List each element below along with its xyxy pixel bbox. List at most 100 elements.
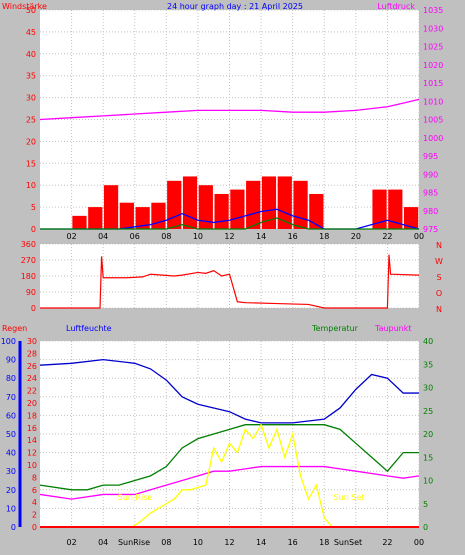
x-tick-04: 04 <box>98 232 108 241</box>
x-tick-14: 14 <box>256 232 266 241</box>
x-tick-00: 00 <box>414 232 424 241</box>
temp-tick-7: 35 <box>423 360 433 369</box>
right-tick-10: 1025 <box>423 43 443 52</box>
rain-tick-4: 8 <box>32 473 37 482</box>
rain-tick-1: 2 <box>32 511 37 520</box>
humidity-tick-3: 30 <box>6 467 16 476</box>
series-line-3 <box>40 423 419 528</box>
gust-bar-7 <box>167 180 182 229</box>
x-tick-22: 22 <box>382 538 392 547</box>
series-line-3 <box>40 217 419 230</box>
humidity-tick-10: 100 <box>1 337 16 346</box>
gust-bar-20 <box>372 189 387 229</box>
left-tick-10: 50 <box>26 6 36 15</box>
compass-1: W <box>435 257 443 266</box>
gust-bar-12 <box>246 180 261 229</box>
rain-tick-13: 26 <box>27 362 37 371</box>
x-tick-12: 12 <box>224 232 234 241</box>
series-line-2 <box>39 465 420 500</box>
gust-bar-15 <box>293 180 308 229</box>
left-tick-2: 10 <box>26 181 36 190</box>
right-tick-2: 985 <box>423 189 438 198</box>
dir-tick-2: 180 <box>21 272 36 281</box>
air-pressure-label: Luftdruck <box>377 2 415 11</box>
temp-tick-5: 25 <box>423 407 433 416</box>
x-tick-08: 08 <box>161 538 171 547</box>
series-line-1 <box>39 424 419 491</box>
left-tick-8: 40 <box>26 50 36 59</box>
dir-tick-1: 90 <box>26 288 36 297</box>
right-tick-9: 1020 <box>423 61 443 70</box>
x-tick-16: 16 <box>288 232 298 241</box>
left-tick-7: 35 <box>26 72 36 81</box>
rain-tick-5: 10 <box>27 461 37 470</box>
right-tick-11: 1030 <box>423 24 443 33</box>
left-tick-0: 0 <box>31 225 36 234</box>
wind-strength-label: Windstärke <box>2 2 47 11</box>
dir-tick-4: 360 <box>21 240 36 249</box>
humidity-label: Luftfeuchte <box>66 324 112 333</box>
right-tick-6: 1005 <box>423 116 443 125</box>
humidity-tick-4: 40 <box>6 449 16 458</box>
right-tick-7: 1010 <box>423 97 443 106</box>
x-tick-02: 02 <box>66 232 76 241</box>
x-tick-18: 18 <box>319 538 329 547</box>
humidity-tick-7: 70 <box>6 393 16 402</box>
left-tick-6: 30 <box>26 94 36 103</box>
x-tick-10: 10 <box>193 538 203 547</box>
right-tick-1: 980 <box>423 207 438 216</box>
sunrise-axis-label: SunRise <box>118 538 150 547</box>
gust-bar-9 <box>198 185 213 229</box>
gust-bar-5 <box>135 207 150 229</box>
x-tick-02: 02 <box>66 538 76 547</box>
rain-tick-10: 20 <box>27 399 37 408</box>
rain-tick-9: 18 <box>27 411 37 420</box>
rain-label: Regen <box>2 324 27 333</box>
gust-bar-6 <box>151 202 166 229</box>
temp-tick-1: 5 <box>423 500 428 509</box>
left-tick-5: 25 <box>26 116 36 125</box>
sunset-axis-label: SunSet <box>334 538 362 547</box>
temp-tick-8: 40 <box>423 337 433 346</box>
humidity-tick-5: 50 <box>6 430 16 439</box>
compass-3: O <box>436 289 442 298</box>
direction-line-0 <box>40 254 420 309</box>
rain-tick-7: 14 <box>27 436 37 445</box>
gust-bar-11 <box>230 189 245 229</box>
right-tick-0: 975 <box>423 225 438 234</box>
rain-tick-11: 22 <box>27 387 37 396</box>
humidity-tick-6: 60 <box>6 411 16 420</box>
left-tick-9: 45 <box>26 28 36 37</box>
rain-tick-6: 12 <box>27 449 37 458</box>
gust-bar-2 <box>88 207 103 229</box>
temperature-label: Temperatur <box>311 324 359 333</box>
x-tick-10: 10 <box>193 232 203 241</box>
gust-bar-13 <box>261 176 277 229</box>
temp-tick-4: 20 <box>423 430 433 439</box>
compass-2: S <box>436 273 441 282</box>
humidity-tick-8: 80 <box>6 374 16 383</box>
right-tick-4: 995 <box>423 152 438 161</box>
x-tick-04: 04 <box>98 538 108 547</box>
x-tick-12: 12 <box>224 538 234 547</box>
sunrise-annotation: Sun Rise <box>118 493 153 502</box>
x-tick-00: 00 <box>414 538 424 547</box>
gust-bar-4 <box>119 202 134 229</box>
sunset-annotation: Sun Set <box>334 493 365 502</box>
left-tick-1: 5 <box>31 203 36 212</box>
compass-0: N <box>436 241 442 250</box>
series-line-2 <box>40 208 420 230</box>
x-tick-20: 20 <box>351 232 361 241</box>
series-line-0 <box>39 358 419 424</box>
x-tick-16: 16 <box>288 538 298 547</box>
rain-tick-8: 16 <box>27 424 37 433</box>
x-tick-18: 18 <box>319 232 329 241</box>
rain-tick-3: 6 <box>32 486 37 495</box>
rain-tick-15: 30 <box>27 337 37 346</box>
dir-tick-3: 270 <box>21 256 36 265</box>
series-line-0 <box>39 98 420 121</box>
humidity-tick-1: 10 <box>6 504 16 513</box>
